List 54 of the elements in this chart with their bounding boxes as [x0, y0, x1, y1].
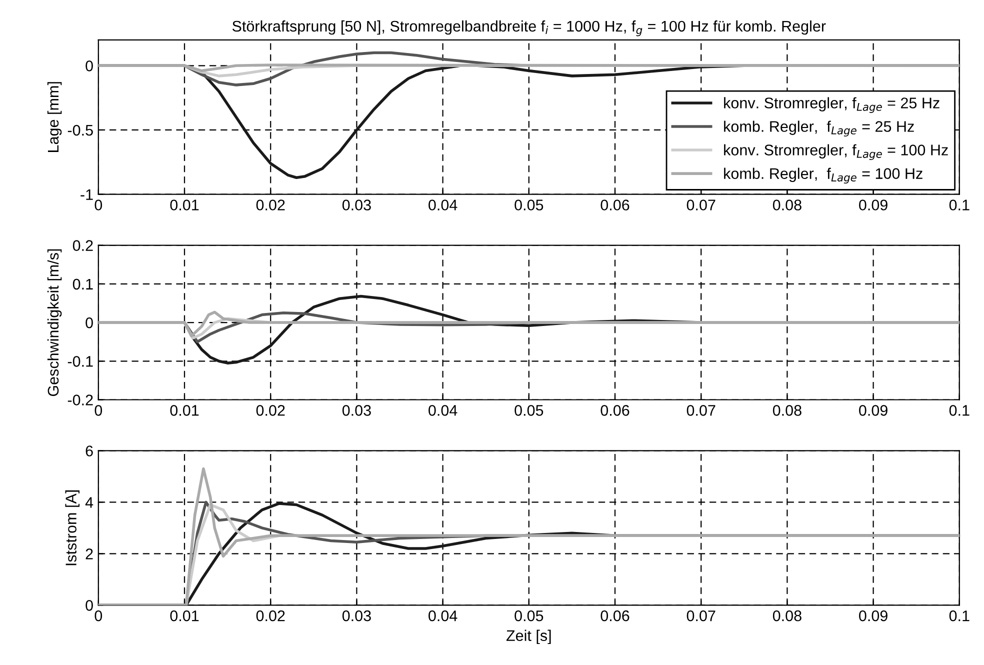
y-axis-title: Iststrom [A]: [65, 490, 80, 566]
x-tick-label: 0.02: [256, 200, 285, 210]
y-tick-label: 0: [86, 60, 93, 72]
x-tick-label: 0.08: [772, 200, 802, 210]
x-tick-label: 0.01: [170, 200, 199, 210]
y-tick-label: 0.2: [72, 240, 93, 251]
y-tick-label: -0.2: [68, 394, 93, 406]
x-tick-label: 0.04: [428, 200, 458, 210]
x-tick-label: 0.02: [256, 610, 285, 622]
x-tick-label: 0.01: [170, 610, 199, 622]
chart-title: Störkraftsprung [50 N], Stromregelbandbreite f$_{i}$ = 1000 Hz, f$_{g}$ = 100 Hz für komb. Regler: [232, 20, 826, 36]
x-tick-label: 0.06: [600, 610, 630, 622]
y-axis-title: Lage [mm]: [47, 82, 62, 152]
y-tick-label: 4: [85, 497, 94, 508]
legend-label: komb. Regler, f$_{Lage}$ = 100 Hz: [724, 168, 922, 184]
y-tick-label: -0.1: [68, 356, 93, 367]
x-tick-label: 0.09: [859, 200, 888, 210]
x-tick-label: 0.04: [428, 610, 458, 622]
x-tick-label: 0.07: [686, 200, 716, 210]
y-tick-label: 0.1: [72, 278, 93, 290]
x-tick-label: 0.08: [772, 405, 802, 416]
y-tick-label: 2: [86, 548, 93, 560]
x-tick-label: 0.1: [949, 610, 970, 622]
x-tick-label: 0.05: [514, 610, 544, 622]
y-tick-label: 0: [86, 600, 93, 611]
legend-label: konv. Stromregler, f$_{Lage}$ = 25 Hz: [724, 97, 940, 113]
x-tick-label: 0.04: [428, 405, 458, 416]
x-tick-label: 0.05: [514, 200, 544, 210]
x-tick-label: 0.03: [342, 200, 371, 210]
x-tick-label: 0.09: [859, 405, 888, 416]
x-tick-label: 0.1: [949, 405, 970, 416]
y-tick-label: 6: [86, 446, 93, 456]
y-tick-label: -1: [80, 189, 93, 200]
x-axis-title: Zeit [s]: [506, 630, 551, 644]
y-axis-title: Geschwindigkeit [m/s]: [47, 249, 62, 396]
x-tick-label: 0: [94, 200, 102, 210]
y-tick-label: -0.5: [68, 124, 93, 136]
x-tick-label: 0.08: [772, 610, 802, 622]
x-tick-label: 0.05: [514, 405, 544, 416]
x-tick-label: 0.06: [600, 200, 630, 210]
x-tick-label: 0.03: [342, 405, 371, 416]
x-tick-label: 0: [94, 610, 102, 622]
x-tick-label: 0.07: [686, 405, 716, 416]
x-tick-label: 0.06: [600, 405, 630, 416]
x-tick-label: 0: [94, 405, 102, 416]
x-tick-label: 0.02: [256, 405, 285, 416]
legend-label: komb. Regler, f$_{Lage}$ = 25 Hz: [724, 120, 914, 137]
legend-label: konv. Stromregler, f$_{Lage}$ = 100 Hz: [724, 144, 948, 160]
x-tick-label: 0.1: [949, 200, 970, 210]
x-tick-label: 0.07: [686, 610, 716, 622]
y-tick-label: 0: [86, 317, 93, 328]
x-tick-label: 0.01: [170, 405, 199, 416]
x-tick-label: 0.03: [342, 610, 371, 622]
x-tick-label: 0.09: [859, 610, 888, 622]
